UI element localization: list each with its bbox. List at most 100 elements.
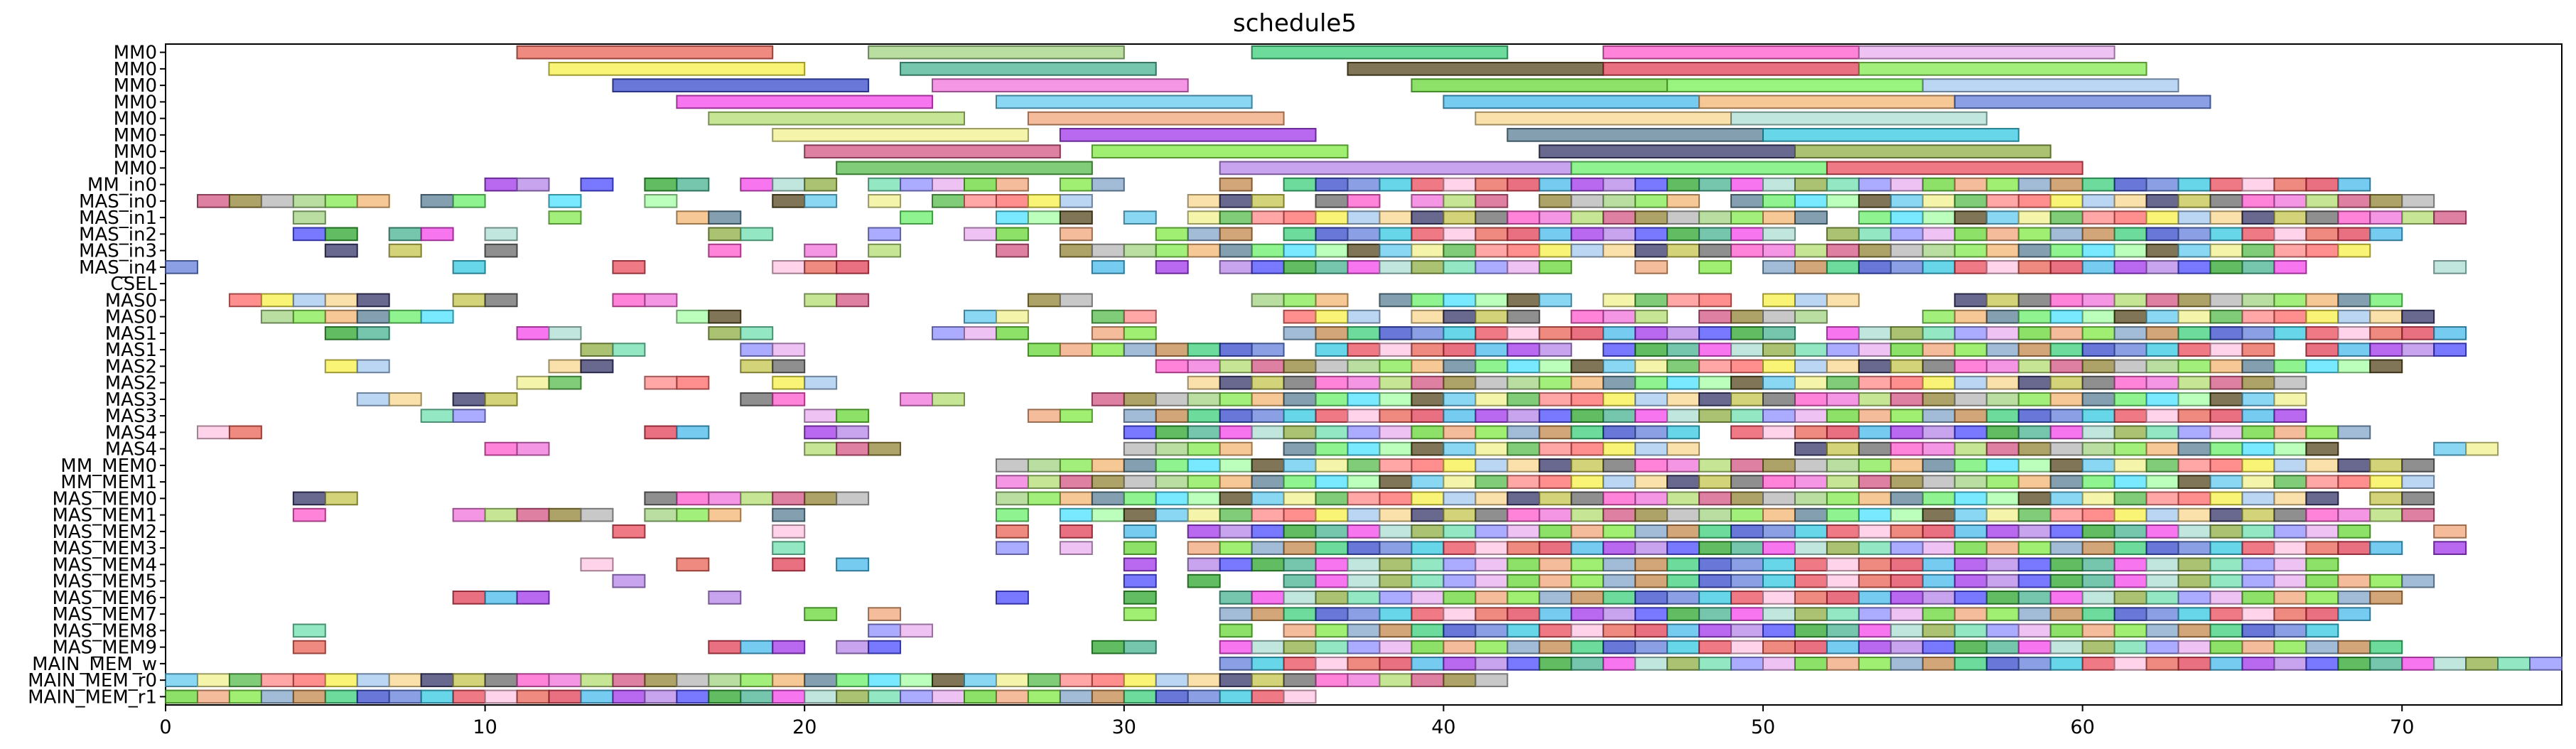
task-bar-24-24 (1858, 441, 1892, 456)
task-bar-29-31 (2017, 524, 2052, 539)
task-bar-15-17 (1411, 293, 1445, 308)
task-bar-32-29 (2113, 573, 2147, 588)
task-bar-8-19 (1379, 177, 1413, 192)
task-bar-36-26 (1794, 640, 1828, 654)
task-bar-18-29 (1890, 343, 1924, 357)
task-bar-11-44 (2273, 227, 2307, 242)
task-bar-19-32 (1985, 359, 2020, 374)
task-bar-10-28 (1794, 210, 1828, 225)
task-bar-29-7 (1251, 524, 1285, 539)
task-bar-23-15 (1411, 425, 1445, 440)
task-bar-34-24 (1890, 607, 1924, 621)
task-bar-27-26 (1538, 491, 1573, 506)
task-bar-12-25 (1634, 243, 1669, 258)
task-bar-38-1 (196, 673, 230, 687)
task-bar-21-23 (1570, 392, 1605, 406)
task-bar-34-37 (2305, 607, 2339, 621)
task-bar-21-11 (1187, 392, 1221, 406)
task-bar-13-10 (1283, 260, 1317, 274)
task-bar-37-18 (1794, 657, 1828, 671)
task-bar-2-13 (1666, 78, 1924, 92)
y-axis-labels: MM0MM0MM0MM0MM0MM0MM0MM0MM_in0MAS_in0MAS… (28, 43, 166, 708)
task-bar-28-19 (1315, 507, 1349, 522)
task-bar-0-2 (1251, 45, 1509, 60)
task-bar-33-25 (1826, 591, 1860, 605)
task-bar-19-28 (1858, 359, 1892, 374)
task-bar-27-11 (1059, 491, 1093, 506)
task-bar-25-7 (1219, 458, 1253, 473)
task-bar-20-0 (516, 375, 550, 390)
task-bar-37-0 (1219, 657, 1253, 671)
task-bar-10-45 (2369, 210, 2403, 225)
task-bar-21-26 (1666, 392, 1701, 406)
task-bar-35-6 (1347, 623, 1381, 638)
task-bar-33-28 (1922, 591, 1956, 605)
task-bar-16-17 (1475, 309, 1509, 324)
task-bar-36-19 (1570, 640, 1605, 654)
task-bar-24-25 (1890, 441, 1924, 456)
task-bar-11-41 (2177, 227, 2211, 242)
task-bar-27-18 (1283, 491, 1317, 506)
task-bar-16-26 (1922, 309, 1956, 324)
task-bar-25-17 (1538, 458, 1573, 473)
task-bar-20-36 (2145, 375, 2179, 390)
task-bar-2-12 (1411, 78, 1669, 92)
x-tick-label: 0 (159, 716, 171, 738)
task-bar-20-22 (1698, 375, 1732, 390)
task-bar-27-28 (1602, 491, 1637, 506)
task-bar-11-16 (1347, 227, 1381, 242)
task-bar-24-34 (2177, 441, 2211, 456)
task-bar-37-7 (1443, 657, 1477, 671)
task-bar-36-13 (1379, 640, 1413, 654)
task-bar-11-45 (2305, 227, 2339, 242)
y-tick-label: MAIN_MEM_w (32, 654, 157, 675)
task-bar-23-43 (2337, 425, 2371, 440)
task-bar-27-7 (804, 491, 838, 506)
task-bar-13-11 (1315, 260, 1349, 274)
task-bar-13-6 (1091, 260, 1125, 274)
task-bar-39-33 (1219, 689, 1253, 704)
task-bar-18-5 (1059, 343, 1093, 357)
task-bar-25-6 (1187, 458, 1221, 473)
task-bar-17-32 (1985, 326, 2020, 340)
task-bar-12-22 (1538, 243, 1573, 258)
task-bar-36-25 (1762, 640, 1796, 654)
task-bar-16-30 (2049, 309, 2084, 324)
task-bar-28-49 (2273, 507, 2307, 522)
task-bar-27-12 (1091, 491, 1125, 506)
task-bar-30-8 (1315, 541, 1349, 555)
task-bar-37-41 (2529, 657, 2563, 671)
task-bar-12-46 (2305, 243, 2339, 258)
task-bar-16-11 (1123, 309, 1157, 324)
task-bar-15-28 (1826, 293, 1860, 308)
task-bar-30-25 (1858, 541, 1892, 555)
task-bar-28-45 (2145, 507, 2179, 522)
task-bar-36-21 (1634, 640, 1669, 654)
task-bar-31-30 (1985, 557, 2020, 572)
task-bar-17-41 (2273, 326, 2307, 340)
task-bar-11-38 (2081, 227, 2116, 242)
task-bar-28-28 (1602, 507, 1637, 522)
task-bar-11-40 (2145, 227, 2179, 242)
task-bar-34-19 (1730, 607, 1764, 621)
task-bar-28-36 (1858, 507, 1892, 522)
task-bar-30-5 (1219, 541, 1253, 555)
task-bar-36-6 (1091, 640, 1125, 654)
task-bar-21-20 (1475, 392, 1509, 406)
task-bar-17-15 (1411, 326, 1445, 340)
task-bar-27-41 (2017, 491, 2052, 506)
task-bar-35-15 (1634, 623, 1669, 638)
task-bar-12-32 (1858, 243, 1892, 258)
task-bar-13-27 (1953, 260, 1988, 274)
task-bar-30-36 (2209, 541, 2243, 555)
task-bar-11-14 (1283, 227, 1317, 242)
task-bar-19-19 (1570, 359, 1605, 374)
task-bar-19-17 (1507, 359, 1541, 374)
task-bar-11-29 (1762, 227, 1796, 242)
task-bar-11-21 (1507, 227, 1541, 242)
task-bar-34-14 (1570, 607, 1605, 621)
task-bar-25-27 (1858, 458, 1892, 473)
task-bar-9-2 (260, 194, 294, 208)
task-bar-17-7 (964, 326, 997, 340)
task-bar-35-11 (1507, 623, 1541, 638)
